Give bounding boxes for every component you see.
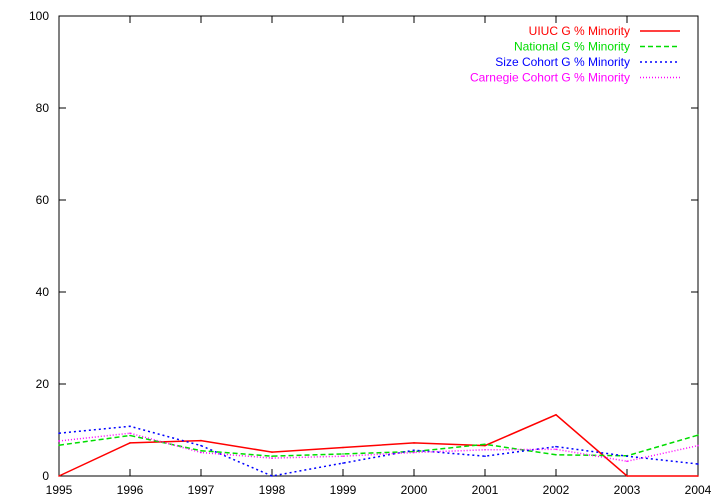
data-point bbox=[200, 451, 202, 454]
legend-item: Size Cohort G % Minority bbox=[495, 55, 680, 69]
series-line bbox=[58, 413, 698, 477]
legend-label: UIUC G % Minority bbox=[529, 24, 630, 38]
data-point bbox=[555, 454, 557, 456]
data-point bbox=[271, 455, 273, 458]
data-point bbox=[555, 448, 557, 451]
data-point bbox=[697, 475, 699, 477]
data-point bbox=[484, 443, 486, 446]
data-point bbox=[58, 444, 60, 447]
x-tick-label: 1997 bbox=[188, 483, 215, 497]
data-point bbox=[626, 475, 628, 477]
data-series bbox=[58, 413, 699, 477]
data-point bbox=[484, 444, 486, 447]
data-point bbox=[200, 444, 202, 447]
data-point bbox=[271, 457, 273, 459]
legend: UIUC G % Minority National G % MinoritySi… bbox=[470, 24, 680, 85]
series-line bbox=[58, 432, 699, 463]
data-point bbox=[129, 425, 131, 428]
data-point bbox=[413, 442, 415, 444]
data-point bbox=[697, 444, 699, 447]
data-point bbox=[129, 432, 131, 435]
plot-frame bbox=[58, 15, 699, 477]
legend-item: UIUC G % Minority bbox=[529, 24, 680, 38]
data-point bbox=[555, 445, 557, 448]
legend-label: Size Cohort G % Minority bbox=[495, 55, 630, 69]
data-point bbox=[484, 455, 486, 458]
plot-border bbox=[58, 15, 699, 477]
x-tick-label: 2001 bbox=[472, 483, 499, 497]
x-tick-label: 2000 bbox=[401, 483, 428, 497]
data-point bbox=[555, 414, 557, 416]
data-point bbox=[342, 446, 344, 449]
axis-tick-labels: 0 20 40 60 80 100 1995 1996 1997 1998 1999 2000 2001… bbox=[29, 9, 712, 497]
legend-label: National G % Minority bbox=[514, 40, 630, 54]
data-point bbox=[697, 434, 699, 436]
x-tick-label: 1998 bbox=[259, 483, 286, 497]
series-4 bbox=[58, 432, 699, 463]
y-tick-label: 100 bbox=[29, 9, 49, 23]
axis-ticks bbox=[58, 15, 699, 477]
data-point bbox=[342, 453, 344, 455]
data-point bbox=[58, 432, 60, 435]
x-tick-label: 1995 bbox=[46, 483, 73, 497]
data-point bbox=[58, 440, 60, 442]
legend-item: Carnegie Cohort G % Minority bbox=[470, 71, 680, 85]
y-tick-label: 0 bbox=[42, 469, 49, 483]
y-tick-label: 40 bbox=[36, 285, 50, 299]
y-tick-label: 80 bbox=[36, 101, 50, 115]
data-point bbox=[129, 434, 131, 437]
x-tick-label: 2002 bbox=[543, 483, 570, 497]
data-point bbox=[200, 439, 202, 442]
data-point bbox=[626, 460, 628, 463]
x-tick-label: 1999 bbox=[330, 483, 357, 497]
x-tick-label: 2004 bbox=[685, 483, 712, 497]
series-line bbox=[58, 425, 699, 477]
x-tick-label: 1996 bbox=[117, 483, 144, 497]
legend-label: Carnegie Cohort G % Minority bbox=[470, 71, 630, 85]
legend-item: National G % Minority bbox=[514, 40, 680, 54]
data-point bbox=[413, 451, 415, 454]
data-point bbox=[58, 475, 60, 477]
data-point bbox=[129, 442, 131, 444]
data-point bbox=[697, 463, 699, 465]
x-tick-label: 2003 bbox=[614, 483, 641, 497]
y-tick-label: 60 bbox=[36, 193, 50, 207]
data-point bbox=[413, 449, 415, 452]
series-1 bbox=[58, 413, 699, 477]
data-point bbox=[626, 455, 628, 458]
data-point bbox=[200, 449, 202, 452]
data-point bbox=[271, 451, 273, 453]
data-point bbox=[484, 449, 486, 451]
data-point bbox=[342, 455, 344, 458]
y-tick-label: 20 bbox=[36, 377, 50, 391]
series-3 bbox=[58, 425, 699, 477]
data-point bbox=[342, 462, 344, 464]
data-point bbox=[271, 475, 273, 477]
